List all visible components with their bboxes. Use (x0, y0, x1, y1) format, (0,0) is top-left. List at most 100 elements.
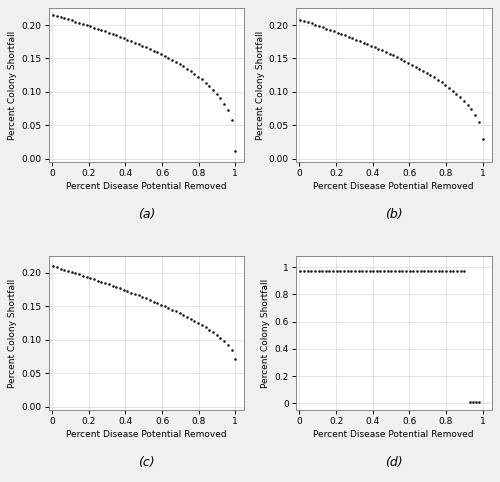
Point (466, 398, 473, 406)
Point (186, 67, 194, 75)
Point (336, 267, 344, 274)
Point (475, 118, 483, 126)
Point (396, 55, 404, 63)
Point (53, 12, 61, 20)
Point (150, 298, 158, 306)
Point (209, 86, 217, 94)
Point (348, 267, 356, 274)
Point (190, 317, 198, 325)
Point (176, 60, 184, 68)
Point (120, 286, 128, 294)
Point (430, 74, 438, 81)
Point (138, 42, 146, 50)
Point (228, 116, 235, 124)
Point (101, 279, 109, 287)
Point (172, 308, 180, 315)
Point (326, 26, 334, 34)
Point (146, 45, 154, 53)
Point (376, 267, 384, 274)
Point (108, 30, 116, 38)
Point (400, 57, 408, 65)
Point (442, 81, 450, 89)
Point (98, 278, 106, 286)
Point (216, 94, 224, 102)
Point (366, 267, 374, 274)
Point (150, 47, 158, 54)
Point (75, 19, 83, 27)
Point (450, 267, 458, 274)
Point (134, 40, 142, 48)
Point (90, 24, 98, 31)
Point (153, 49, 161, 56)
Point (157, 301, 165, 308)
Point (49, 11, 57, 19)
Point (445, 84, 453, 92)
X-axis label: Percent Disease Potential Removed: Percent Disease Potential Removed (314, 182, 474, 191)
Point (416, 65, 424, 72)
Point (127, 37, 135, 45)
Point (124, 287, 132, 295)
Point (75, 270, 83, 278)
Point (116, 33, 124, 40)
Point (60, 266, 68, 274)
Point (373, 267, 381, 274)
Point (64, 15, 72, 23)
Point (94, 277, 102, 284)
Point (94, 25, 102, 33)
Point (105, 281, 113, 288)
Point (393, 54, 401, 61)
Text: (c): (c) (138, 456, 155, 469)
Point (179, 63, 187, 70)
Point (409, 267, 417, 274)
Point (370, 43, 378, 51)
Point (176, 309, 184, 317)
Point (478, 135, 486, 143)
Point (333, 267, 341, 274)
Point (438, 79, 446, 86)
Y-axis label: Percent Colony Shortfall: Percent Colony Shortfall (256, 30, 264, 140)
Point (120, 34, 128, 42)
Point (452, 90, 460, 97)
Point (434, 267, 442, 274)
Point (296, 267, 304, 274)
Point (79, 272, 87, 280)
Point (420, 267, 428, 274)
Point (168, 306, 176, 314)
Point (362, 267, 370, 274)
Point (304, 18, 312, 26)
Point (394, 267, 402, 274)
Point (194, 319, 202, 327)
Point (179, 311, 187, 319)
Point (402, 267, 410, 274)
Point (388, 267, 396, 274)
Point (216, 334, 224, 342)
Point (380, 267, 388, 274)
Point (413, 267, 421, 274)
Point (475, 398, 483, 406)
Point (142, 43, 150, 51)
Point (232, 355, 239, 362)
Point (423, 69, 431, 77)
Point (82, 273, 90, 281)
Point (344, 33, 352, 40)
X-axis label: Percent Disease Potential Removed: Percent Disease Potential Removed (66, 430, 227, 439)
Point (168, 56, 176, 64)
Point (390, 52, 398, 59)
Point (352, 36, 360, 43)
Point (344, 267, 351, 274)
Point (68, 268, 76, 276)
Point (105, 29, 113, 37)
Point (56, 265, 64, 272)
Point (183, 65, 191, 73)
Point (412, 63, 420, 70)
Point (318, 267, 326, 274)
Point (322, 267, 330, 274)
Point (72, 18, 80, 26)
Point (369, 267, 377, 274)
Point (460, 267, 468, 274)
Point (116, 284, 124, 292)
Point (157, 50, 165, 58)
Point (438, 267, 446, 274)
Point (142, 295, 150, 302)
Point (356, 37, 364, 45)
